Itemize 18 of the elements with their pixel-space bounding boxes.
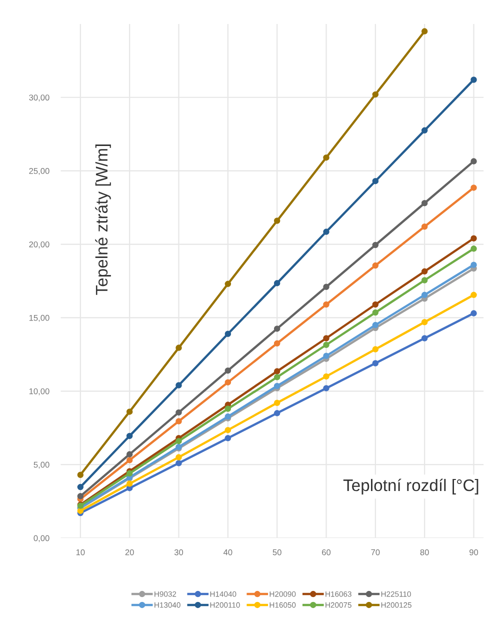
y-tick-label: 15,00 <box>29 314 50 322</box>
y-tick-label: 5,00 <box>34 462 50 469</box>
x-tick-label: 50 <box>272 549 282 556</box>
x-tick-label: 60 <box>322 549 331 556</box>
x-tick-label: 20 <box>125 549 134 556</box>
x-tick-label: 80 <box>420 549 429 556</box>
x-tick-label: 70 <box>371 549 380 556</box>
y-tick-label: 30,00 <box>29 94 50 102</box>
y-tick-label: 10,00 <box>29 388 50 396</box>
x-tick-label: 40 <box>223 549 232 556</box>
x-tick-label: 10 <box>76 549 85 556</box>
y-axis-title: Tepelné ztráty [W/m] <box>95 144 111 295</box>
y-tick-label: 20,00 <box>29 241 50 248</box>
x-tick-label: 90 <box>469 549 478 556</box>
x-axis-title: Teplotní rozdíl [°C] <box>343 478 478 494</box>
x-tick-label: 30 <box>174 549 184 556</box>
y-tick-label: 25,00 <box>29 168 50 175</box>
y-tick-label: 0,00 <box>34 535 50 542</box>
